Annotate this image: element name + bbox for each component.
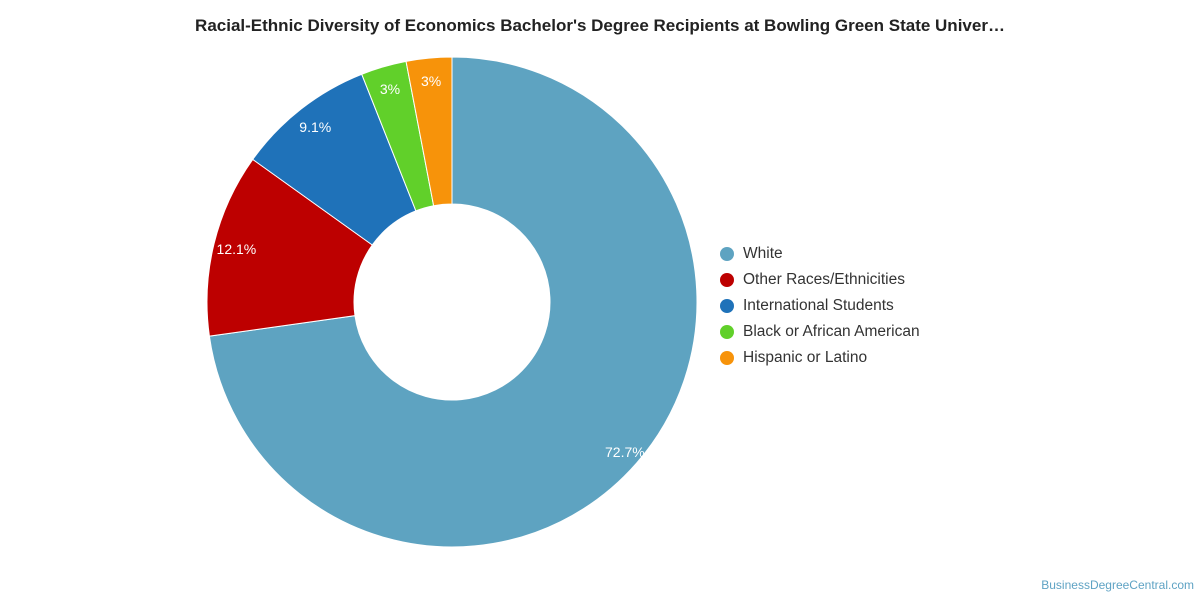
legend-label: International Students xyxy=(743,297,894,314)
legend-label: White xyxy=(743,245,783,262)
legend-item[interactable]: Black or African American xyxy=(720,319,920,345)
legend-swatch xyxy=(720,325,734,339)
legend-item[interactable]: International Students xyxy=(720,293,920,319)
legend-swatch xyxy=(720,273,734,287)
legend-label: Hispanic or Latino xyxy=(743,349,868,366)
slice-white[interactable] xyxy=(208,56,698,548)
legend-swatch xyxy=(720,247,734,261)
slice-label: 12.1% xyxy=(217,241,257,257)
source-credit[interactable]: BusinessDegreeCentral.com xyxy=(1041,578,1194,592)
legend-item[interactable]: White xyxy=(720,241,920,267)
chart-title: Racial-Ethnic Diversity of Economics Bac… xyxy=(195,16,1005,35)
legend-item[interactable]: Other Races/Ethnicities xyxy=(720,267,920,293)
slice-label: 72.7% xyxy=(605,444,645,460)
slice-other-races-ethnicities[interactable] xyxy=(206,158,373,337)
chart-legend: White Other Races/Ethnicities Internationa… xyxy=(720,241,920,371)
slice-label: 3% xyxy=(380,81,400,97)
legend-label: Black or African American xyxy=(743,323,920,340)
legend-swatch xyxy=(720,299,734,313)
legend-label: Other Races/Ethnicities xyxy=(743,271,905,288)
slice-label: 3% xyxy=(421,73,441,89)
slice-label: 9.1% xyxy=(299,119,331,135)
slice-hispanic-or-latino[interactable] xyxy=(405,56,453,207)
legend-item[interactable]: Hispanic or Latino xyxy=(720,345,920,371)
legend-swatch xyxy=(720,351,734,365)
